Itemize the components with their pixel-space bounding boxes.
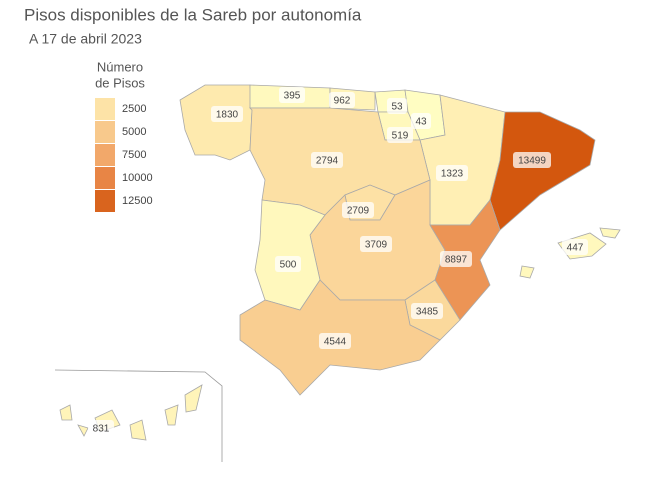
legend-title: Número (97, 59, 143, 74)
legend-label: 5000 (122, 126, 146, 138)
label-box (360, 236, 392, 252)
region (179, 84, 253, 161)
label-box (88, 420, 114, 436)
legend-swatch (95, 98, 115, 120)
label-box (275, 256, 301, 272)
value-label: 2794 (316, 156, 339, 167)
label-box (436, 165, 468, 181)
value-label: 43 (415, 117, 427, 128)
value-label: 962 (334, 96, 351, 107)
label-box (411, 113, 431, 129)
label-box (329, 92, 355, 108)
value-label: 395 (284, 91, 301, 102)
regions (59, 84, 621, 441)
value-label: 500 (280, 260, 297, 271)
label-box (440, 251, 472, 267)
map-subtitle: A 17 de abril 2023 (29, 31, 142, 47)
value-label: 4544 (324, 337, 347, 348)
label-box (311, 152, 343, 168)
value-label: 1323 (441, 169, 464, 180)
value-label: 2709 (347, 206, 370, 217)
legend: 2500 5000 7500 10000 12500 (95, 98, 153, 212)
legend-label: 12500 (122, 195, 153, 207)
legend-label: 7500 (122, 149, 146, 161)
value-label: 3485 (416, 307, 439, 318)
label-box (513, 152, 551, 168)
value-label: 53 (391, 102, 403, 113)
value-label: 8897 (445, 255, 468, 266)
value-label: 1830 (216, 110, 239, 121)
legend-title: de Pisos (95, 75, 145, 90)
label-box (411, 303, 443, 319)
legend-swatch (95, 167, 115, 189)
value-label: 519 (392, 131, 409, 142)
region (59, 384, 203, 441)
value-label: 831 (93, 424, 110, 435)
inset-frame (54, 369, 223, 462)
legend-swatch (95, 144, 115, 166)
legend-label: 2500 (122, 103, 146, 115)
label-box (387, 98, 407, 114)
value-label: 13499 (518, 156, 546, 167)
value-label: 3709 (365, 240, 388, 251)
value-label: 447 (567, 243, 584, 254)
legend-swatch (95, 190, 115, 212)
legend-swatch (95, 121, 115, 143)
labels: 1830 395 962 53 43 519 1323 13499 2794 2709 3709 50… (88, 87, 588, 436)
label-box (562, 239, 588, 255)
map-title: Pisos disponibles de la Sareb por autono… (24, 5, 362, 24)
region (489, 111, 596, 231)
label-box (387, 127, 413, 143)
label-box (279, 87, 305, 103)
label-box (319, 333, 351, 349)
label-box (211, 106, 243, 122)
label-box (342, 202, 374, 218)
legend-label: 10000 (122, 172, 153, 184)
